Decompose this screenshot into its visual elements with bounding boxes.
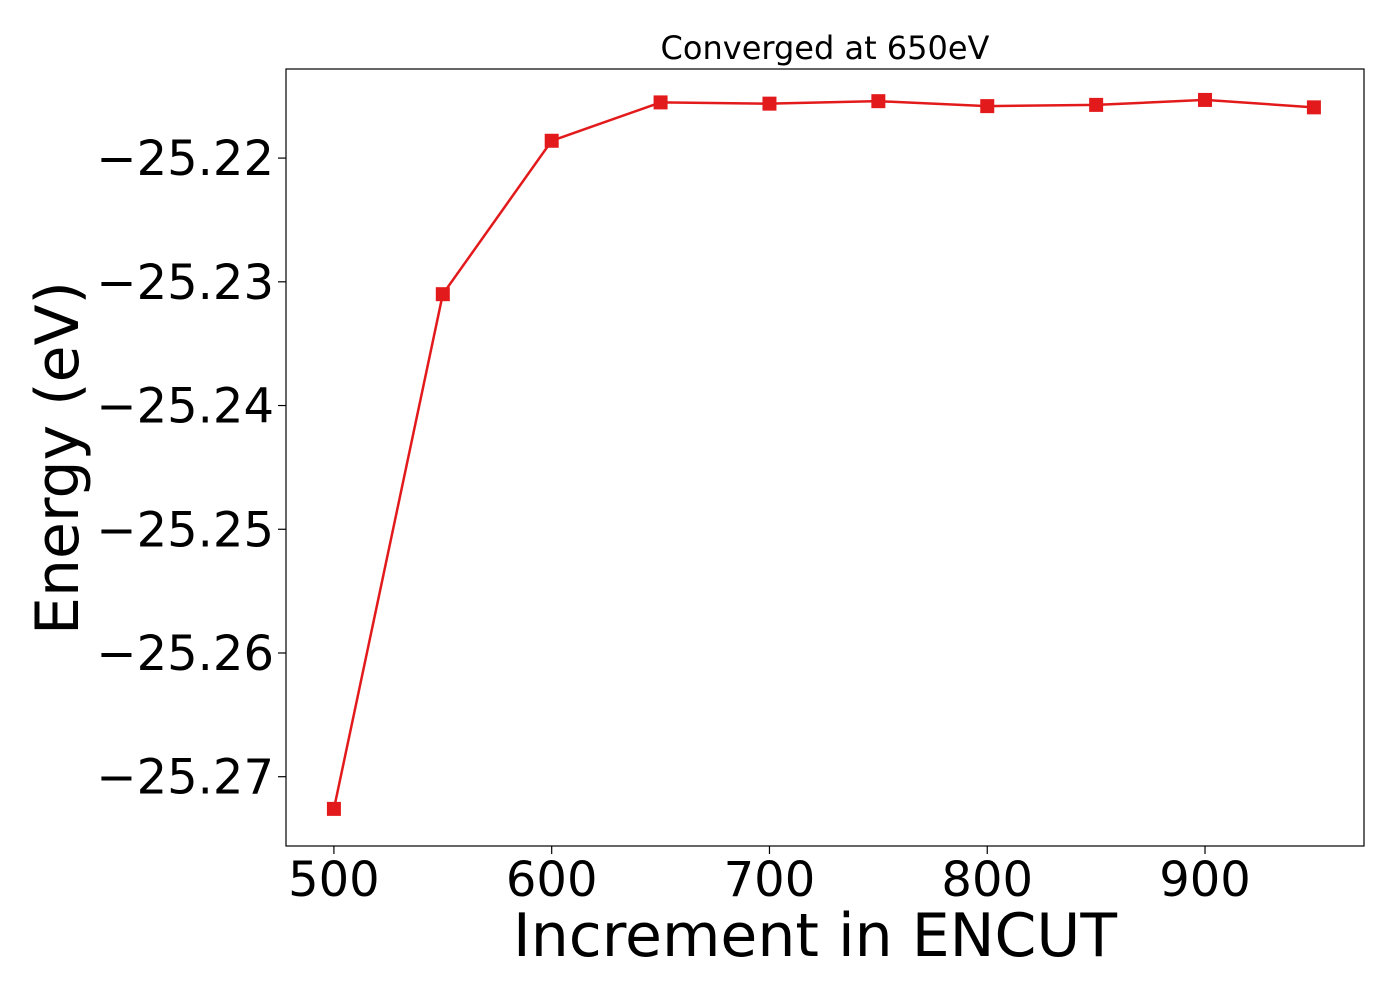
data-point-marker [1306,100,1321,115]
data-point-marker [1089,97,1104,112]
data-point-marker [435,287,450,302]
x-tick-label: 700 [724,852,816,908]
y-tick-label: −25.22 [96,131,274,187]
plot-frame [285,68,1365,847]
y-tick-label: −25.24 [96,379,274,435]
x-tick-label: 500 [288,852,380,908]
y-tick-label: −25.26 [96,626,274,682]
series-group [326,92,1321,816]
x-tick-label: 900 [1159,852,1251,908]
x-axis-label: Increment in ENCUT [513,901,1117,971]
data-point-marker [980,99,995,114]
data-point-marker [1198,92,1213,107]
y-tick-label: −25.23 [96,255,274,311]
data-point-marker [762,96,777,111]
series-line [332,98,1314,810]
data-point-marker [653,95,668,110]
y-axis-label: Energy (eV) [23,281,93,635]
x-tick-label: 800 [941,852,1033,908]
x-tick-label: 600 [506,852,598,908]
data-point-marker [871,94,886,109]
y-tick-label: −25.25 [96,502,274,558]
x-axis: 500 600 700 800 900 [288,846,1251,908]
chart-title: Converged at 650eV [661,29,990,67]
y-tick-label: −25.27 [96,750,274,806]
data-point-marker [544,133,559,148]
y-axis: −25.27 −25.26 −25.25 −25.24 −25.23 −25.22 [96,131,286,806]
data-point-marker [326,801,341,816]
